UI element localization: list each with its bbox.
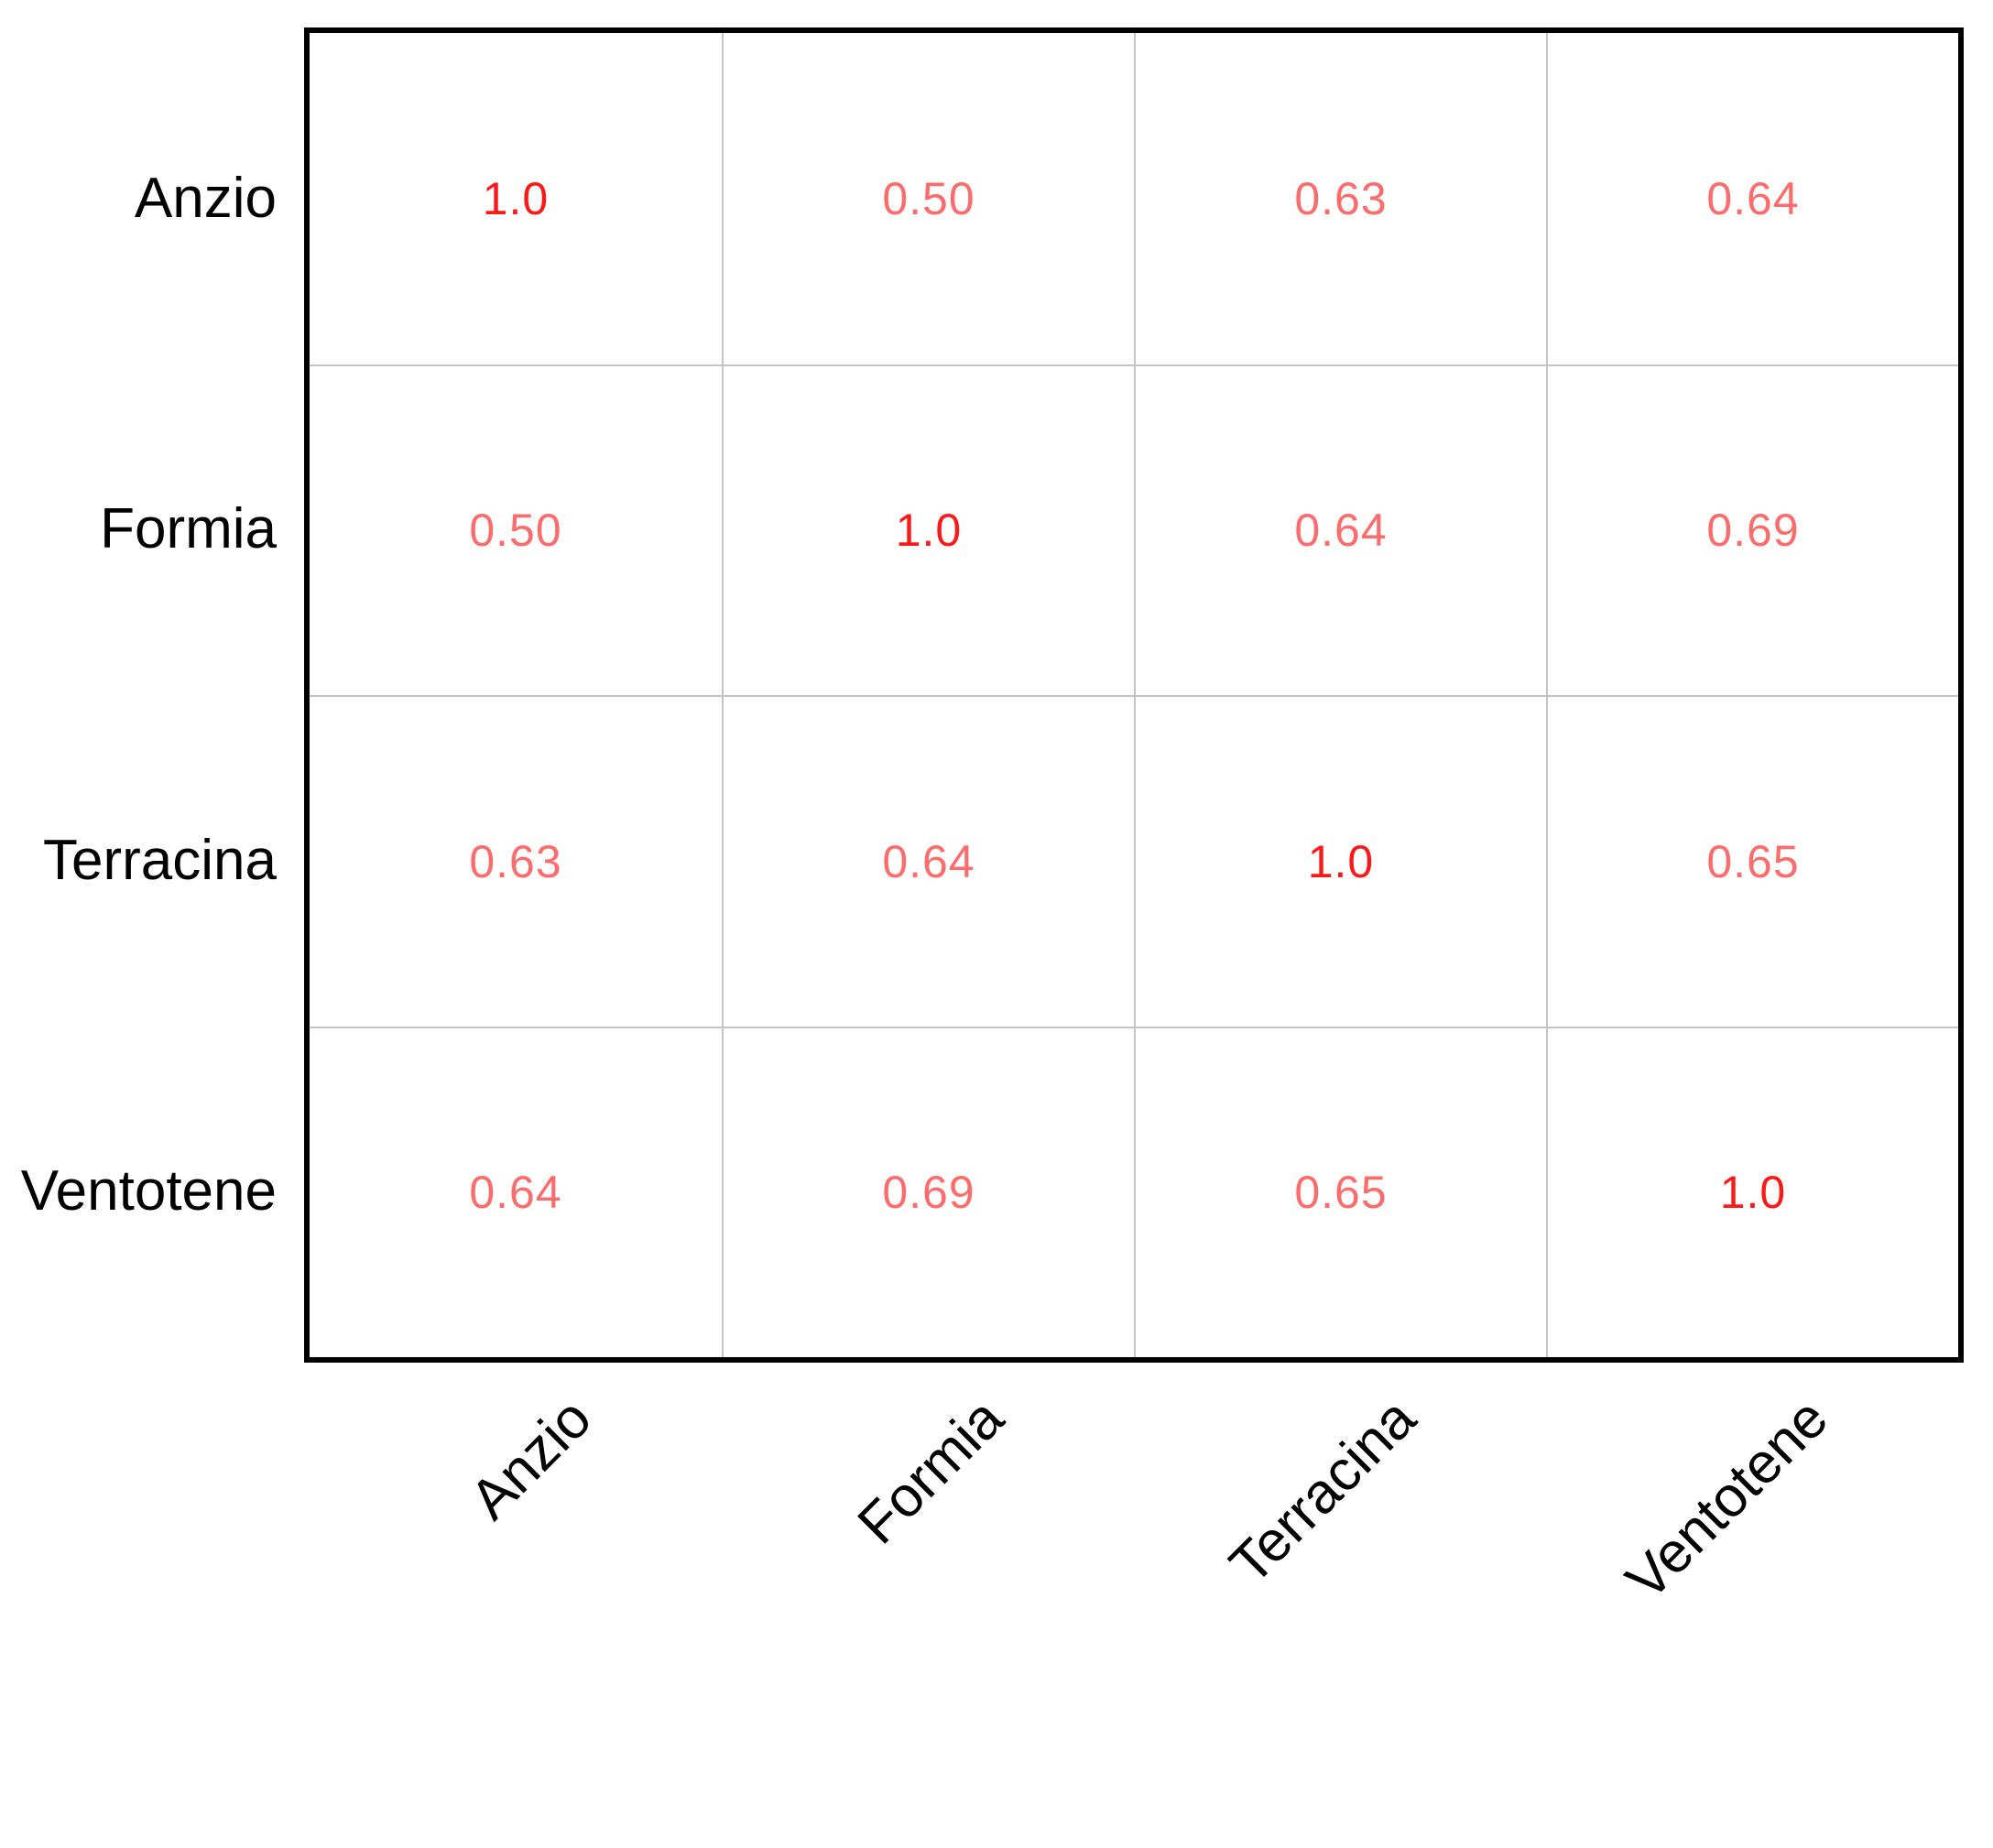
cell-value: 1.0	[1307, 835, 1375, 887]
cell-value: 0.64	[882, 835, 975, 887]
cell-value: 1.0	[1719, 1167, 1787, 1219]
y-tick-label-anzio: Anzio	[134, 166, 277, 230]
y-tick-label-ventotene: Ventotene	[20, 1159, 277, 1223]
cell-value: 0.64	[1706, 172, 1800, 224]
cell-value: 0.69	[882, 1167, 975, 1219]
cell-value: 0.63	[1294, 172, 1388, 224]
x-tick-label-terracina: Terracina	[1217, 1386, 1428, 1597]
matrix-cell-terracina-formia: 0.64	[722, 695, 1134, 1027]
matrix-cell-ventotene-terracina: 0.65	[1134, 1026, 1546, 1357]
matrix-grid: 1.0 0.50 0.63 0.64 0.50 1.0 0.64 0.69 0.63 0.64 1.…	[310, 33, 1958, 1357]
x-tick-label-ventotene: Ventotene	[1614, 1386, 1840, 1613]
cell-value: 0.63	[469, 835, 562, 887]
cell-value: 1.0	[482, 172, 550, 224]
matrix-cell-terracina-anzio: 0.63	[310, 695, 722, 1027]
cell-value: 0.64	[469, 1167, 562, 1219]
matrix-cell-ventotene-ventotene: 1.0	[1546, 1026, 1958, 1357]
matrix-cell-formia-ventotene: 0.69	[1546, 364, 1958, 695]
matrix-cell-formia-anzio: 0.50	[310, 364, 722, 696]
matrix-cell-ventotene-anzio: 0.64	[310, 1026, 722, 1358]
cell-value: 0.64	[1294, 505, 1388, 557]
matrix-cell-terracina-ventotene: 0.65	[1546, 695, 1958, 1027]
cell-value: 0.69	[1706, 505, 1800, 557]
matrix-cell-anzio-ventotene: 0.64	[1546, 33, 1958, 364]
matrix-plot-area: 1.0 0.50 0.63 0.64 0.50 1.0 0.64 0.69 0.63 0.64 1.…	[304, 27, 1964, 1363]
matrix-cell-formia-formia: 1.0	[722, 364, 1134, 695]
cell-value: 0.50	[469, 505, 562, 557]
matrix-cell-anzio-anzio: 1.0	[310, 33, 722, 364]
cell-value: 0.65	[1294, 1167, 1388, 1219]
y-tick-label-terracina: Terracina	[43, 828, 277, 892]
x-tick-label-formia: Formia	[845, 1386, 1016, 1557]
matrix-cell-anzio-formia: 0.50	[722, 33, 1134, 364]
x-tick-label-anzio: Anzio	[458, 1386, 604, 1532]
matrix-cell-anzio-terracina: 0.63	[1134, 33, 1546, 364]
matrix-cell-terracina-terracina: 1.0	[1134, 695, 1546, 1027]
y-tick-label-formia: Formia	[100, 497, 277, 561]
matrix-cell-formia-terracina: 0.64	[1134, 364, 1546, 695]
correlation-matrix-figure: Anzio Formia Terracina Ventotene 1.0 0.50 0.6…	[20, 27, 1964, 1612]
cell-value: 0.65	[1706, 835, 1800, 887]
cell-value: 1.0	[895, 505, 963, 557]
cell-value: 0.50	[882, 172, 975, 224]
matrix-cell-ventotene-formia: 0.69	[722, 1026, 1134, 1357]
